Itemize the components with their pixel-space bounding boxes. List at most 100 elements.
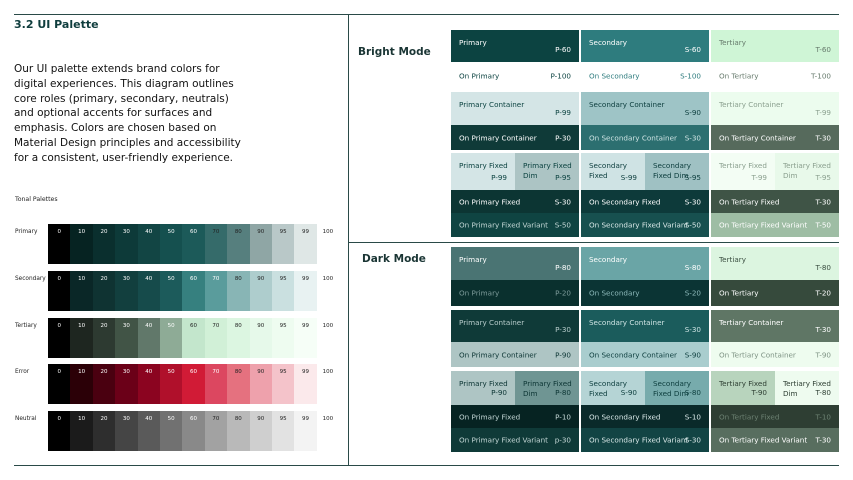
swatch-secondary: Secondary S-60 <box>581 30 709 62</box>
swatch-code: P-99 <box>491 172 507 182</box>
swatch-name: On Primary Fixed <box>459 196 521 206</box>
tone-swatch-10: 10 <box>70 411 93 451</box>
swatch-name: On Primary Container <box>459 349 537 359</box>
tonal-row-label: Error <box>15 369 30 375</box>
swatch-tertiary-fixed: Tertiary Fixed T-99 <box>711 153 775 190</box>
swatch-code: P-30 <box>555 324 571 334</box>
swatch-on-primary-fixed: On Primary Fixed P-10 <box>451 405 579 428</box>
tone-swatch-100: 100 <box>316 271 340 311</box>
swatch-secondary-container: Secondary Container S-30 <box>581 310 709 342</box>
mode-divider <box>348 242 839 243</box>
swatch-code: P-80 <box>555 262 571 272</box>
swatch-primary-fixed: Primary Fixed P-99 <box>451 153 515 190</box>
swatch-code: T-99 <box>815 107 831 117</box>
tone-swatch-30: 30 <box>115 364 138 404</box>
swatch-name: On Secondary Fixed <box>589 411 661 421</box>
swatch-on-secondary-fixed: On Secondary Fixed S-10 <box>581 405 709 428</box>
swatch-name: On Secondary <box>589 288 640 298</box>
tone-swatch-0: 0 <box>48 411 71 451</box>
tone-swatch-10: 10 <box>70 318 93 358</box>
swatch-tertiary-fixed-dim: Tertiary Fixed Dim T-95 <box>775 153 839 190</box>
tone-swatch-70: 70 <box>204 224 228 264</box>
swatch-tertiary: Tertiary T-60 <box>711 30 839 62</box>
swatch-on-secondary-container: On Secondary Container S-30 <box>581 125 709 150</box>
swatch-on-secondary: On Secondary S-100 <box>581 62 709 89</box>
swatch-name: Primary Container <box>459 318 525 327</box>
swatch-name: Tertiary Fixed Dim <box>783 379 831 398</box>
tone-swatch-60: 60 <box>182 364 205 404</box>
swatch-code: S-80 <box>684 262 701 272</box>
tone-swatch-95: 95 <box>271 364 295 404</box>
tone-swatch-10: 10 <box>70 364 93 404</box>
swatch-on-primary-fixed-variant: On Primary Fixed Variant S-50 <box>451 213 579 237</box>
swatch-code: T-60 <box>815 44 831 54</box>
top-rule <box>14 14 839 15</box>
swatch-on-tertiary-fixed: On Tertiary Fixed T-10 <box>711 405 839 428</box>
tonal-row-label: Primary <box>15 229 38 235</box>
swatch-name: Secondary Container <box>589 100 665 109</box>
swatch-primary-fixed: Primary Fixed P-90 <box>451 371 515 405</box>
swatch-primary: Primary P-60 <box>451 30 579 62</box>
tone-swatch-20: 20 <box>92 224 116 264</box>
tonal-swatches: 0 10 20 30 40 50 60 70 80 90 95 99 100 <box>48 318 340 358</box>
swatch-name: Secondary Container <box>589 318 665 327</box>
swatch-name: Secondary <box>589 255 628 264</box>
swatch-on-tertiary-fixed: On Tertiary Fixed T-30 <box>711 190 839 213</box>
tonal-swatches: 0 10 20 30 40 50 60 70 80 90 95 99 100 <box>48 271 340 311</box>
swatch-name: Primary Fixed Dim <box>523 161 572 180</box>
tone-swatch-100: 100 <box>316 411 340 451</box>
tone-swatch-99: 99 <box>294 224 317 264</box>
swatch-code: T-30 <box>815 324 831 334</box>
tone-swatch-60: 60 <box>182 411 205 451</box>
tone-swatch-50: 50 <box>159 318 183 358</box>
tonal-row-label: Neutral <box>15 416 37 422</box>
intro-paragraph: Our UI palette extends brand colors for … <box>14 63 241 164</box>
swatch-code: S-90 <box>620 387 637 397</box>
bright-mode-label: Bright Mode <box>358 46 431 58</box>
swatch-name: Tertiary <box>719 255 746 264</box>
swatch-code: T-80 <box>815 262 831 272</box>
swatch-on-primary-fixed: On Primary Fixed S-30 <box>451 190 579 213</box>
swatch-name: On Primary <box>459 70 500 80</box>
swatch-on-tertiary-fixed-variant: On Tertiary Fixed Variant T-50 <box>711 213 839 237</box>
swatch-on-secondary: On Secondary S-20 <box>581 280 709 306</box>
swatch-code: T-90 <box>751 387 767 397</box>
tone-swatch-99: 99 <box>294 318 317 358</box>
tone-swatch-100: 100 <box>316 318 340 358</box>
swatch-name: On Tertiary <box>719 70 759 80</box>
tonal-row-label: Tertiary <box>15 323 37 329</box>
tone-swatch-95: 95 <box>271 224 295 264</box>
swatch-code: S-30 <box>684 435 701 445</box>
tone-swatch-0: 0 <box>48 318 71 358</box>
swatch-on-secondary-container: On Secondary Container S-90 <box>581 342 709 367</box>
swatch-code: P-90 <box>555 349 571 359</box>
swatch-name: Secondary Fixed Dim <box>653 161 692 180</box>
tone-swatch-20: 20 <box>92 364 116 404</box>
tone-swatch-20: 20 <box>92 411 116 451</box>
swatch-name: Primary <box>459 38 487 47</box>
tone-swatch-95: 95 <box>271 271 295 311</box>
tone-swatch-100: 100 <box>316 364 340 404</box>
swatch-code: P-80 <box>555 387 571 397</box>
swatch-code: S-90 <box>684 107 701 117</box>
swatch-code: P-95 <box>555 172 571 182</box>
tone-swatch-20: 20 <box>92 271 116 311</box>
tone-swatch-99: 99 <box>294 364 317 404</box>
tone-swatch-99: 99 <box>294 271 317 311</box>
swatch-name: Tertiary <box>719 38 746 47</box>
swatch-code: P-99 <box>555 107 571 117</box>
swatch-on-primary: On Primary P-20 <box>451 280 579 306</box>
tone-swatch-99: 99 <box>294 411 317 451</box>
tone-swatch-70: 70 <box>204 411 228 451</box>
swatch-name: On Primary Container <box>459 132 537 142</box>
tone-swatch-50: 50 <box>159 224 183 264</box>
swatch-code: S-50 <box>684 220 701 230</box>
tone-swatch-90: 90 <box>249 364 272 404</box>
swatch-code: T-30 <box>815 196 831 206</box>
tone-swatch-90: 90 <box>249 318 272 358</box>
swatch-tertiary-fixed-dim: Tertiary Fixed Dim T-80 <box>775 371 839 405</box>
tonal-row-neutral: Neutral 0 10 20 30 40 50 60 70 80 90 95 99 100 <box>15 411 340 451</box>
tone-swatch-30: 30 <box>115 318 138 358</box>
swatch-on-primary: On Primary P-100 <box>451 62 579 89</box>
swatch-name: Secondary Fixed Dim <box>653 379 692 398</box>
